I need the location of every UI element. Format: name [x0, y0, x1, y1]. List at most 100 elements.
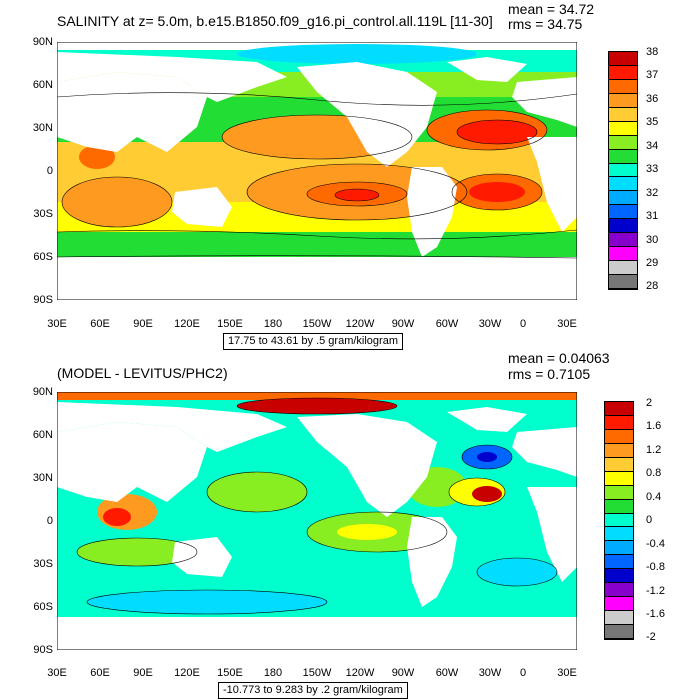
bottom-lon-label: 120E [174, 667, 200, 679]
bottom-lon-label: 180 [263, 667, 283, 679]
bottom-colorbar-swatch [605, 625, 633, 639]
bottom-colorbar-swatch [605, 611, 633, 625]
top-lon-label: 0 [519, 318, 527, 330]
bottom-colorbar-swatch [605, 402, 633, 416]
bottom-colorbar-swatch [605, 457, 633, 472]
bottom-colorbar-label: 0.4 [646, 491, 662, 503]
bottom-colorbar-label: 1.6 [646, 420, 662, 432]
bottom-colorbar-swatch [605, 415, 633, 430]
top-colorbar [608, 51, 638, 290]
top-colorbar-swatch [609, 177, 637, 192]
top-colorbar-swatch [609, 163, 637, 178]
top-colorbar-label: 34 [646, 140, 659, 152]
top-colorbar-swatch [609, 275, 637, 289]
top-colorbar-label: 37 [646, 69, 659, 81]
top-lat-label-90s: 90S [33, 294, 53, 306]
bottom-colorbar-label: 0 [646, 514, 653, 526]
bottom-lat-label-90s: 90S [33, 644, 53, 656]
top-lat-label-60n: 60N [32, 79, 53, 91]
top-map-plot [57, 42, 577, 300]
top-lon-label: 150E [217, 318, 243, 330]
top-colorbar-label: 32 [646, 187, 659, 199]
top-lon-label: 30E [557, 318, 577, 330]
top-lon-label: 120W [345, 318, 375, 330]
top-colorbar-label: 31 [646, 210, 659, 222]
top-lon-label: 30W [478, 318, 502, 330]
top-colorbar-swatch [609, 247, 637, 262]
bottom-lon-label: 60E [90, 667, 110, 679]
top-colorbar-swatch [609, 52, 637, 66]
bottom-lon-label: 120W [345, 667, 375, 679]
top-lat-label-30s: 30S [33, 208, 53, 220]
top-colorbar-swatch [609, 107, 637, 122]
bottom-colorbar-swatch [605, 527, 633, 542]
bottom-colorbar-swatch [605, 485, 633, 500]
bottom-map-plot [57, 392, 577, 650]
top-colorbar-swatch [609, 219, 637, 234]
bottom-lon-label: 60W [435, 667, 459, 679]
bottom-colorbar-swatch [605, 541, 633, 556]
bottom-lon-label: 90W [391, 667, 415, 679]
top-colorbar-swatch [609, 65, 637, 80]
bottom-colorbar-swatch [605, 499, 633, 514]
bottom-lon-label: 30E [47, 667, 67, 679]
top-colorbar-swatch [609, 261, 637, 275]
bottom-colorbar-swatch [605, 583, 633, 598]
top-lon-label: 60E [90, 318, 110, 330]
bottom-mean-label: mean = 0.04063 [508, 350, 610, 366]
top-colorbar-swatch [609, 149, 637, 164]
top-lon-label: 150W [302, 318, 332, 330]
bottom-colorbar-label: -1.2 [646, 585, 665, 597]
bottom-colorbar-swatch [605, 555, 633, 570]
bottom-lon-label: 150E [217, 667, 243, 679]
bottom-rms-label: rms = 0.7105 [508, 366, 591, 382]
top-colorbar-label: 33 [646, 163, 659, 175]
bottom-lat-label-60s: 60S [33, 601, 53, 613]
top-colorbar-swatch [609, 93, 637, 108]
top-colorbar-swatch [609, 135, 637, 150]
bottom-lat-label-60n: 60N [32, 429, 53, 441]
top-colorbar-swatch [609, 233, 637, 248]
top-colorbar-swatch [609, 191, 637, 206]
top-colorbar-swatch [609, 205, 637, 220]
top-lat-label-60s: 60S [33, 251, 53, 263]
top-lon-label: 90W [391, 318, 415, 330]
bottom-lon-label: 30E [557, 667, 577, 679]
top-colorbar-label: 38 [646, 46, 659, 58]
top-colorbar-label: 35 [646, 116, 659, 128]
top-contour-info: 17.75 to 43.61 by .5 gram/kilogram [223, 333, 403, 350]
bottom-colorbar-swatch [605, 513, 633, 528]
top-lon-label: 120E [174, 318, 200, 330]
top-lon-label: 180 [263, 318, 283, 330]
bottom-colorbar-label: -1.6 [646, 608, 665, 620]
bottom-colorbar-label: -0.4 [646, 538, 665, 550]
bottom-lon-label: 90E [133, 667, 153, 679]
bottom-colorbar-swatch [605, 569, 633, 584]
top-rms-label: rms = 34.75 [508, 16, 583, 32]
top-lon-label: 60W [435, 318, 459, 330]
top-colorbar-label: 28 [646, 280, 659, 292]
top-colorbar-label: 30 [646, 234, 659, 246]
bottom-colorbar-swatch [605, 597, 633, 612]
bottom-lon-label: 30W [478, 667, 502, 679]
top-colorbar-label: 36 [646, 93, 659, 105]
bottom-lat-label-90n: 90N [32, 386, 53, 398]
bottom-colorbar-swatch [605, 429, 633, 444]
bottom-colorbar-label: 1.2 [646, 444, 662, 456]
bottom-lon-label: 0 [519, 667, 527, 679]
bottom-lat-label-0: 0 [46, 515, 53, 527]
top-colorbar-swatch [609, 79, 637, 94]
bottom-map-title: (MODEL - LEVITUS/PHC2) [57, 365, 228, 381]
bottom-lat-label-30s: 30S [33, 558, 53, 570]
bottom-colorbar-label: 2 [646, 397, 653, 409]
bottom-colorbar-swatch [605, 443, 633, 458]
bottom-contour-info: -10.773 to 9.283 by .2 gram/kilogram [218, 682, 408, 699]
bottom-colorbar [604, 401, 634, 640]
bottom-colorbar-swatch [605, 471, 633, 486]
bottom-colorbar-label: 0.8 [646, 467, 662, 479]
top-colorbar-label: 29 [646, 257, 659, 269]
top-lon-label: 30E [47, 318, 67, 330]
top-lat-label-90n: 90N [32, 36, 53, 48]
top-lat-label-30n: 30N [32, 122, 53, 134]
top-lon-label: 90E [133, 318, 153, 330]
